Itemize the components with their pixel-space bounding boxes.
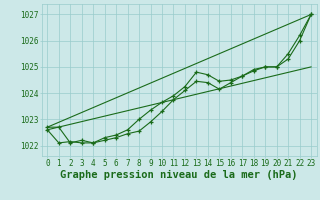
- X-axis label: Graphe pression niveau de la mer (hPa): Graphe pression niveau de la mer (hPa): [60, 170, 298, 180]
